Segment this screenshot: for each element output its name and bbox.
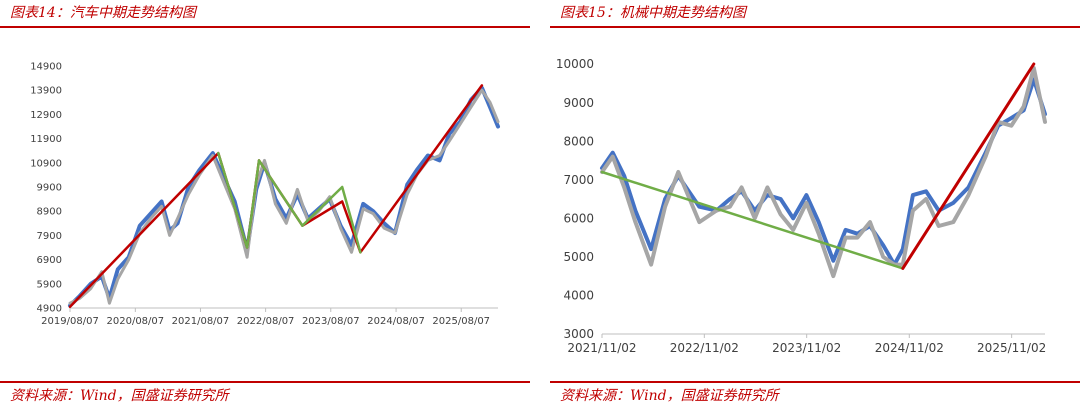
y-tick-label: 4900 (37, 304, 62, 315)
source-note: 资料来源：Wind，国盛证券研究所 (560, 388, 779, 404)
source-note: 资料来源：Wind，国盛证券研究所 (10, 388, 229, 404)
figure-14-panel: 图表14：汽车中期走势结构图 4900 5900 6900 7900 8900 9900 1… (0, 0, 530, 406)
x-tick-label: 2023/08/07 (302, 316, 360, 327)
x-tick-label: 2021/08/07 (172, 316, 230, 327)
x-tick-label: 2025/11/02 (977, 341, 1046, 355)
series-line-1 (600, 65, 1047, 279)
y-tick-label: 13900 (30, 86, 62, 97)
y-tick-label: 10000 (556, 57, 594, 71)
y-tick-label: 9000 (563, 96, 594, 110)
auto-structure-chart: 4900 5900 6900 7900 8900 9900 10900 11900 12900 1… (30, 62, 500, 327)
x-tick-label: 2023/11/02 (772, 341, 841, 355)
x-tick-label: 2025/08/07 (432, 316, 490, 327)
y-tick-label: 4000 (563, 289, 594, 303)
y-tick-label: 5900 (37, 279, 62, 290)
y-tick-label: 10900 (30, 158, 62, 169)
series-line-3 (901, 62, 1036, 270)
x-tick-label: 2020/08/07 (107, 316, 165, 327)
y-tick-label: 7900 (37, 231, 62, 242)
figure-15-panel: 图表15：机械中期走势结构图 3000 4000 5000 6000 7000 8000 9… (550, 0, 1080, 406)
series-line-3 (217, 151, 362, 254)
source-rule (0, 381, 530, 383)
y-tick-label: 5000 (563, 250, 594, 264)
x-tick-label: 2024/08/07 (367, 316, 425, 327)
x-tick-label: 2022/08/07 (237, 316, 295, 327)
x-tick-label: 2024/11/02 (875, 341, 944, 355)
y-tick-label: 3000 (563, 327, 594, 341)
y-tick-label: 8000 (563, 134, 594, 148)
figure-title: 图表15：机械中期走势结构图 (560, 5, 746, 21)
source-rule (550, 381, 1080, 383)
y-tick-label: 6900 (37, 255, 62, 266)
y-tick-label: 11900 (30, 134, 62, 145)
y-tick-label: 7000 (563, 173, 594, 187)
x-tick-label: 2019/08/07 (41, 316, 99, 327)
y-tick-label: 14900 (30, 62, 62, 73)
machinery-structure-chart: 3000 4000 5000 6000 7000 8000 9000 10000 2021/11… (556, 57, 1047, 355)
y-tick-label: 8900 (37, 207, 62, 218)
figure-title: 图表14：汽车中期走势结构图 (10, 5, 196, 21)
title-rule (550, 26, 1080, 28)
y-tick-label: 9900 (37, 183, 62, 194)
x-tick-label: 2022/11/02 (670, 341, 739, 355)
title-rule (0, 26, 530, 28)
series-line-2 (600, 170, 905, 270)
y-tick-label: 12900 (30, 110, 62, 121)
x-tick-label: 2021/11/02 (567, 341, 636, 355)
y-tick-label: 6000 (563, 211, 594, 225)
